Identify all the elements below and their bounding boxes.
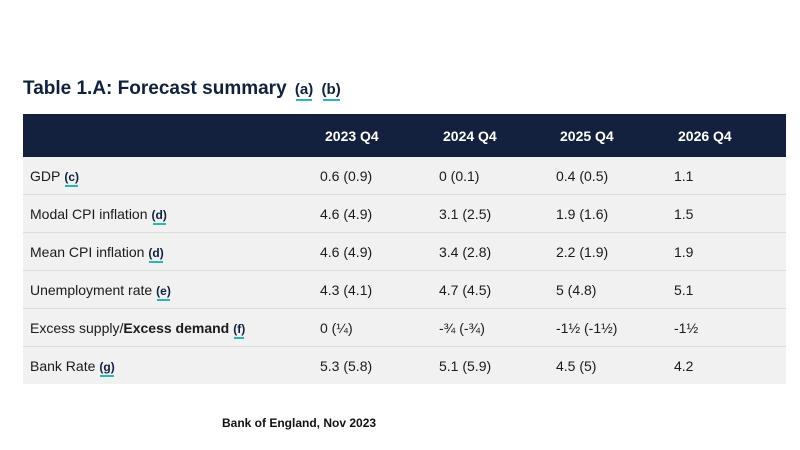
cell-value: 4.6 (4.9) [320,206,373,222]
footnote-link-a[interactable]: (a) [294,81,314,101]
cell-value: 5 (4.8) [556,282,597,298]
forecast-summary-table: 2023 Q4 2024 Q4 2025 Q4 2026 Q4 GDP (c) 0… [23,114,786,384]
cell-value: 4.2 [674,358,694,374]
cell-value: 0 (¼) [320,320,353,336]
row-label: Unemployment rate (e) [30,282,171,301]
footnote-link-g[interactable]: (g) [99,360,115,377]
row-label-text: Modal CPI inflation [30,206,148,222]
row-label: Bank Rate (g) [30,358,115,377]
table-row-modal-cpi-inflation: Modal CPI inflation (d) 4.6 (4.9) 3.1 (2.… [23,195,786,233]
table-row-unemployment-rate: Unemployment rate (e) 4.3 (4.1) 4.7 (4.5)… [23,271,786,309]
table-row-gdp: GDP (c) 0.6 (0.9) 0 (0.1) 0.4 (0.5) 1.1 [23,157,786,195]
cell-value: 2.2 (1.9) [556,244,609,260]
cell-value: -1½ [674,320,699,336]
footnote-link-b[interactable]: (b) [321,81,341,101]
cell-value: 4.5 (5) [556,358,597,374]
cell-value: 4.6 (4.9) [320,244,373,260]
table-row-bank-rate: Bank Rate (g) 5.3 (5.8) 5.1 (5.9) 4.5 (5)… [23,347,786,384]
cell-value: 0.4 (0.5) [556,168,609,184]
cell-value: 5.3 (5.8) [320,358,373,374]
row-label-bold-text: Excess demand [123,320,230,336]
footnote-link-e[interactable]: (e) [156,284,171,301]
source-caption: Bank of England, Nov 2023 [222,416,377,430]
column-header-2023-q4: 2023 Q4 [325,128,379,144]
cell-value: 0 (0.1) [439,168,480,184]
table-row-excess-supply-demand: Excess supply/Excess demand (f) 0 (¼) -¾ … [23,309,786,347]
column-header-2025-q4: 2025 Q4 [560,128,614,144]
row-label: Excess supply/Excess demand (f) [30,320,246,339]
cell-value: 5.1 [674,282,694,298]
row-label: Modal CPI inflation (d) [30,206,167,225]
cell-value: -¾ (-¾) [439,320,485,336]
row-label-text: Excess supply/ [30,320,124,336]
cell-value: 3.4 (2.8) [439,244,492,260]
column-header-2024-q4: 2024 Q4 [443,128,497,144]
footnote-link-f[interactable]: (f) [233,322,246,339]
cell-value: 4.3 (4.1) [320,282,373,298]
table-title: Table 1.A: Forecast summary (a) (b) [23,78,341,101]
row-label-text: Mean CPI inflation [30,244,145,260]
row-label: Mean CPI inflation (d) [30,244,164,263]
cell-value: 4.7 (4.5) [439,282,492,298]
cell-value: 1.5 [674,206,694,222]
cell-value: 1.9 (1.6) [556,206,609,222]
row-label-text: Bank Rate [30,358,96,374]
table-title-text: Table 1.A: Forecast summary [23,78,287,99]
row-label-text: GDP [30,168,61,184]
table-header-row: 2023 Q4 2024 Q4 2025 Q4 2026 Q4 [23,114,786,157]
cell-value: 1.9 [674,244,694,260]
column-header-2026-q4: 2026 Q4 [678,128,732,144]
row-label-text: Unemployment rate [30,282,153,298]
footnote-link-c[interactable]: (c) [64,170,80,187]
cell-value: 3.1 (2.5) [439,206,492,222]
cell-value: 5.1 (5.9) [439,358,492,374]
cell-value: 0.6 (0.9) [320,168,373,184]
table-row-mean-cpi-inflation: Mean CPI inflation (d) 4.6 (4.9) 3.4 (2.8… [23,233,786,271]
row-label: GDP (c) [30,168,80,187]
footnote-link-d[interactable]: (d) [148,246,164,263]
cell-value: 1.1 [674,168,694,184]
cell-value: -1½ (-1½) [556,320,618,336]
footnote-link-d[interactable]: (d) [151,208,167,225]
